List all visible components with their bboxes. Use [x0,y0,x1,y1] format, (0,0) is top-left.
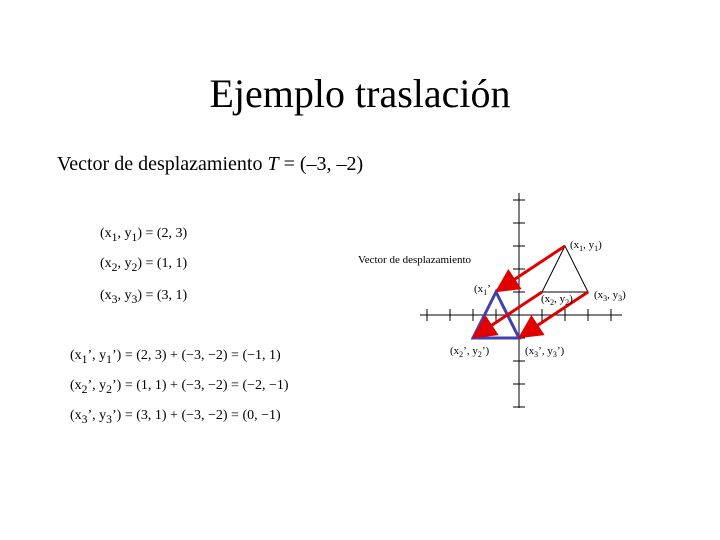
text: ’) [482,345,490,357]
subscript: 3 [111,292,118,306]
text: ’, y [87,408,107,423]
subscript: 3 [81,412,88,426]
subscript: 1 [594,244,598,253]
subscript: 1 [106,352,112,366]
text: (x [525,345,535,357]
subscript: 1 [131,230,138,244]
text: (x [100,256,112,271]
text: (x [100,288,112,303]
subscript: 1 [579,244,583,253]
slide-title: Ejemplo traslación [209,71,511,116]
equation: (x1, y1) = (2, 3) [100,226,187,244]
text: ) [622,289,626,301]
text: ’) = (2, 3) + (−3, −2) = (−1, 1) [112,348,281,363]
text: ’) = (3, 1) + (−3, −2) = (0, −1) [112,408,281,423]
subscript: 3 [553,350,557,359]
text: , y [554,293,566,305]
text: (x [541,293,551,305]
text: , y [583,239,595,251]
point-label: (x1’ [474,283,491,297]
text: (x [70,348,82,363]
text: ) [598,239,602,251]
point-label: (x2’, y2’) [450,345,490,359]
subscript: 3 [106,412,112,426]
subscript: 1 [483,288,487,297]
subscript: 2 [81,382,88,396]
axes [420,193,622,408]
point-label: (x2, y2) [541,293,573,307]
italic-text: T [267,153,279,175]
text: ’) = (1, 1) + (−3, −2) = (−2, −1) [112,378,289,393]
text: = (–3, –2) [278,153,364,175]
subscript: 2 [478,350,482,359]
subscript: 2 [459,350,463,359]
text: ) = (3, 1) [137,288,188,303]
subscript: 3 [131,292,138,306]
text: ) = (1, 1) [137,256,188,271]
text: , y [117,256,132,271]
text: ’, y [463,345,478,357]
subscript: 2 [111,260,118,274]
equation: (x2’, y2’) = (1, 1) + (−3, −2) = (−2, −1… [70,378,289,396]
subscript: 2 [565,298,569,307]
subscript: 3 [534,350,538,359]
subscript: 1 [81,352,88,366]
text: ) = (2, 3) [137,226,188,241]
equation: (x3, y3) = (3, 1) [100,288,187,306]
text: (x [70,408,82,423]
text: (x [450,345,460,357]
original-triangle [541,244,589,293]
text: Vector de desplazamiento [57,153,268,175]
text: (x [570,239,580,251]
text: , y [117,288,132,303]
equation: (x2, y2) = (1, 1) [100,256,187,274]
text: ’, y [87,378,107,393]
point-label: (x1, y1) [570,239,602,253]
text: (x [70,378,82,393]
subscript: 2 [550,298,554,307]
text: (x [100,226,112,241]
subscript: 3 [618,294,622,303]
subscript: 1 [111,230,118,244]
text: (x [594,289,604,301]
text: (x [474,283,484,295]
equation: (x1’, y1’) = (2, 3) + (−3, −2) = (−1, 1) [70,348,281,366]
subscript: 2 [131,260,138,274]
point-label: (x3’, y3’) [525,345,565,359]
translation-arrows [471,244,589,339]
text: ’, y [538,345,553,357]
equation: (x3’, y3’) = (3, 1) + (−3, −2) = (0, −1) [70,408,281,426]
text: , y [607,289,619,301]
text: ’) [557,345,565,357]
subscript: 2 [106,382,112,396]
text: ’, y [87,348,107,363]
point-label: (x3, y3) [594,289,626,303]
subscript: 3 [603,294,607,303]
text: ’ [487,283,491,295]
subtitle: Vector de desplazamiento T = (–3, –2) [57,153,363,176]
text: , y [117,226,132,241]
text: ) [569,293,573,305]
caption: Vector de desplazamiento [358,254,472,266]
